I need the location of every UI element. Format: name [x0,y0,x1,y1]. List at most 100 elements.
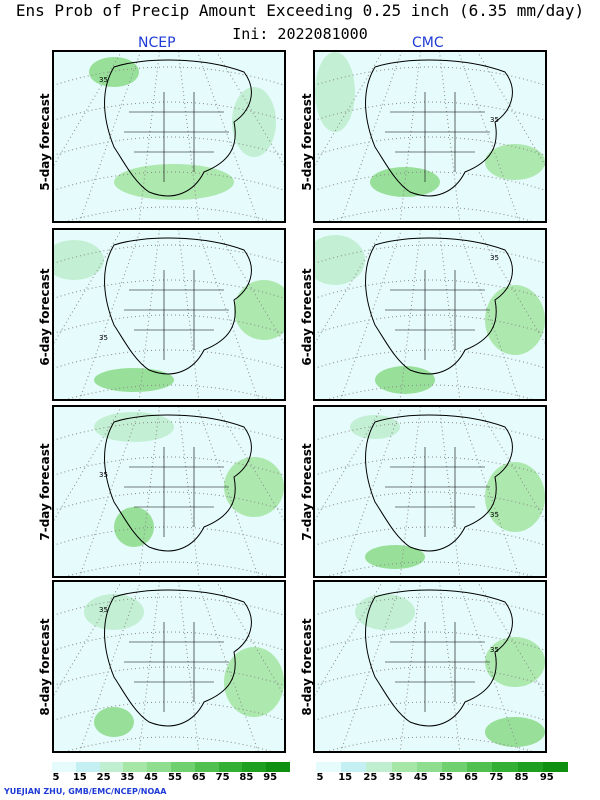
map-graphic: 35 [315,407,545,576]
contour-label: 35 [490,646,499,654]
row-label-6day: 6-day forecast [38,268,52,366]
probability-area [54,240,104,280]
map-panel-cmc-6day: 35 [313,228,547,401]
legend-label: 5 [52,772,60,783]
probability-area [94,368,174,392]
legend-label: 65 [464,772,479,783]
latitude-line [54,171,284,191]
legend-swatch [266,762,290,772]
legend-swatch [316,762,342,772]
latitude-line [315,456,545,476]
map-panel-ncep-7day: 35 [52,405,286,578]
row-label-6day-cmc: 6-day forecast [300,268,314,366]
probability-area [315,235,365,285]
latitude-line [54,349,284,369]
legend-swatch [147,762,171,772]
probability-area [224,457,284,517]
chart-title: Ens Prob of Precip Amount Exceeding 0.25… [15,1,585,20]
column-header-ncep: NCEP [138,35,176,51]
legend-label: 95 [539,772,554,783]
legend-swatch [123,762,148,772]
legend-label: 75 [489,772,504,783]
map-panel-cmc-8day: 35 [313,580,547,753]
probability-area [315,52,355,132]
latitude-line [327,561,533,576]
latitude-line [54,279,284,299]
latitude-line [315,491,545,511]
legend-label: 75 [215,772,230,783]
contour-label: 35 [99,606,108,614]
legend-swatch [366,762,392,772]
legend-swatch [467,762,493,772]
latitude-line [315,279,545,299]
latitude-line [327,384,533,399]
probability-area [485,717,545,747]
legend-label: 85 [239,772,254,783]
legend-label: 35 [120,772,135,783]
color-legend-ncep [52,762,290,772]
row-label-7day-cmc: 7-day forecast [300,443,314,541]
continent-outline [104,237,252,375]
latitude-line [315,526,545,546]
latitude-line [327,206,533,221]
map-graphic: 35 [54,230,284,399]
probability-area [375,366,435,394]
latitude-line [54,421,284,441]
contour-label: 35 [490,254,499,262]
latitude-line [54,491,284,511]
continent-outline [104,59,252,197]
continent-outline [365,59,513,197]
probability-area [232,87,276,157]
latitude-line [315,631,545,651]
latitude-line [54,244,284,264]
legend-swatch [517,762,543,772]
continent-outline [365,237,513,375]
latitude-line [315,666,545,686]
row-label-5day: 5-day forecast [38,93,52,191]
legend-label: 5 [316,772,324,783]
map-graphic: 35 [54,52,284,221]
latitude-line [66,384,272,399]
probability-area [485,462,545,532]
legend-swatch [194,762,219,772]
latitude-line [54,631,284,651]
legend-label: 15 [338,772,353,783]
row-label-5day-cmc: 5-day forecast [300,93,314,191]
map-graphic: 35 [315,52,545,221]
probability-area [365,545,425,569]
continent-outline [365,414,513,552]
latitude-line [54,526,284,546]
probability-area [94,707,134,737]
legend-swatch [52,762,76,772]
legend-label: 25 [363,772,378,783]
legend-label: 55 [439,772,453,783]
map-panel-cmc-5day: 35 [313,50,547,223]
probability-area [84,594,144,630]
legend-swatch [492,762,518,772]
latitude-line [66,206,272,221]
probability-area [485,285,545,355]
latitude-line [66,561,272,576]
probability-area [224,647,284,717]
probability-area [355,594,415,630]
continent-outline [104,589,252,727]
contour-label: 35 [99,334,108,342]
column-header-cmc: CMC [412,35,444,51]
legend-swatch [99,762,124,772]
continent-outline [365,589,513,727]
latitude-line [54,314,284,334]
row-label-8day-cmc: 8-day forecast [300,618,314,716]
contour-label: 35 [490,116,499,124]
probability-area [370,167,440,197]
legend-label: 25 [96,772,111,783]
legend-label: 45 [413,772,428,783]
legend-swatch [416,762,443,772]
map-panel-ncep-6day: 35 [52,228,286,401]
latitude-line [315,66,545,86]
latitude-line [315,244,545,264]
legend-label: 45 [144,772,159,783]
contour-label: 35 [490,511,499,519]
latitude-line [54,136,284,156]
probability-area [234,280,284,340]
legend-label: 65 [191,772,206,783]
